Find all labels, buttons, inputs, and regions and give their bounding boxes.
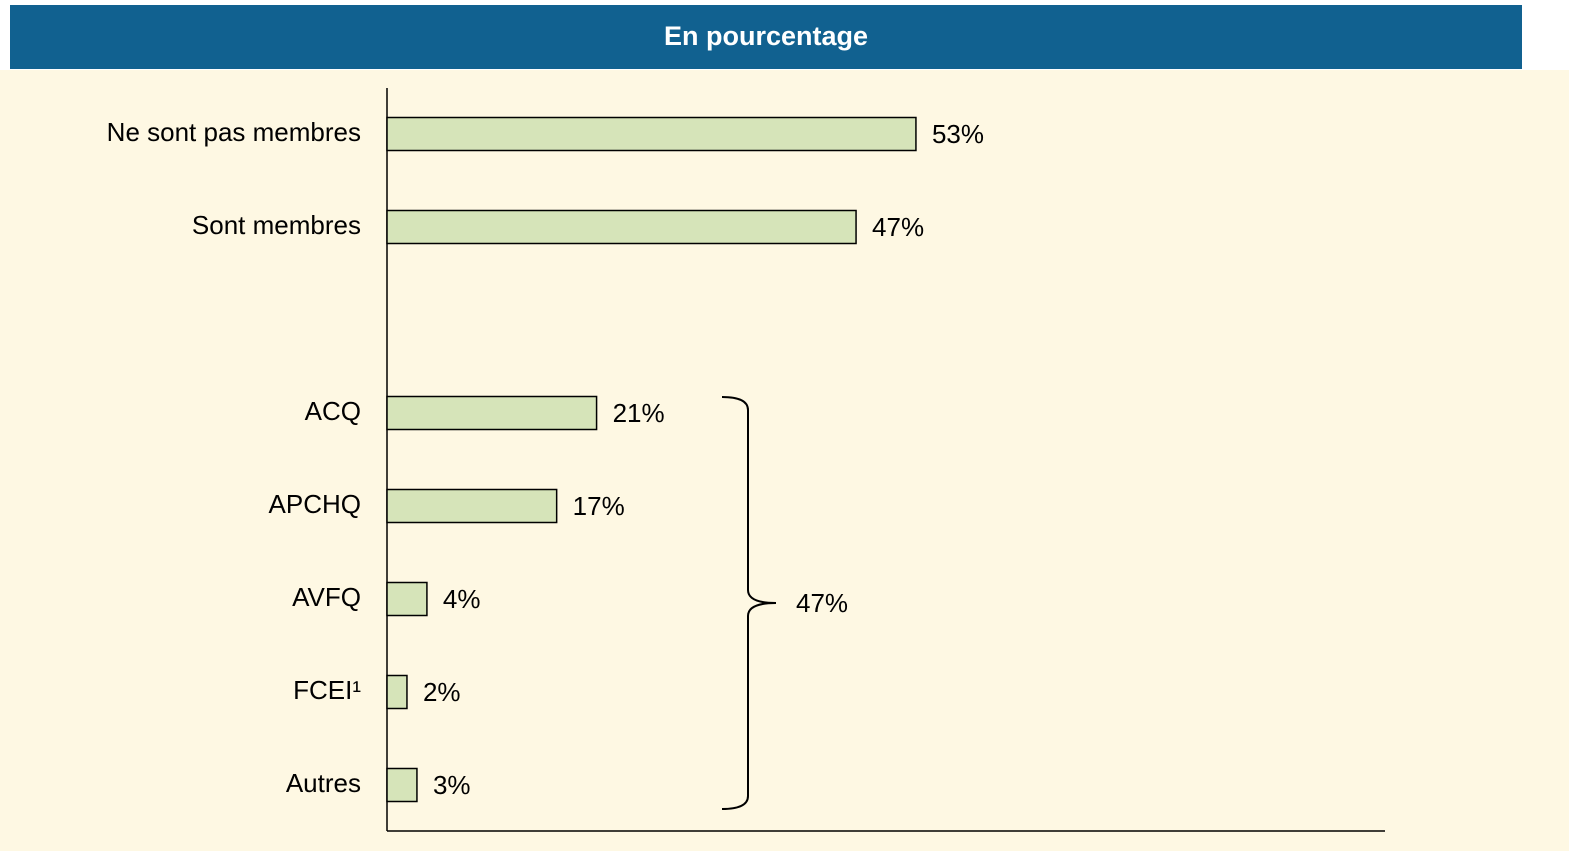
data-label: 47% (872, 212, 924, 242)
bar (386, 209, 857, 245)
data-label: 17% (573, 491, 625, 521)
y-tick-label: ACQ (305, 396, 361, 426)
brace (721, 396, 777, 810)
y-tick-label: Ne sont pas membres (107, 117, 361, 147)
y-tick-label: FCEI¹ (293, 675, 361, 705)
bar (386, 581, 428, 617)
y-tick-label: AVFQ (292, 582, 361, 612)
data-label: 53% (932, 119, 984, 149)
annotation: 47% (796, 588, 848, 618)
header-bar (10, 5, 1522, 69)
bar (386, 488, 558, 524)
bar (386, 116, 917, 152)
y-tick-label: Sont membres (192, 210, 361, 240)
y-tick-label: Autres (286, 768, 361, 798)
bar (386, 674, 408, 710)
data-label: 2% (423, 677, 461, 707)
bar (386, 395, 598, 431)
y-tick-label: APCHQ (269, 489, 361, 519)
bar (386, 767, 418, 803)
plot-background (0, 70, 1569, 851)
data-label: 4% (443, 584, 481, 614)
data-label: 21% (613, 398, 665, 428)
chart-title: En pourcentage (664, 21, 868, 51)
data-label: 3% (433, 770, 471, 800)
